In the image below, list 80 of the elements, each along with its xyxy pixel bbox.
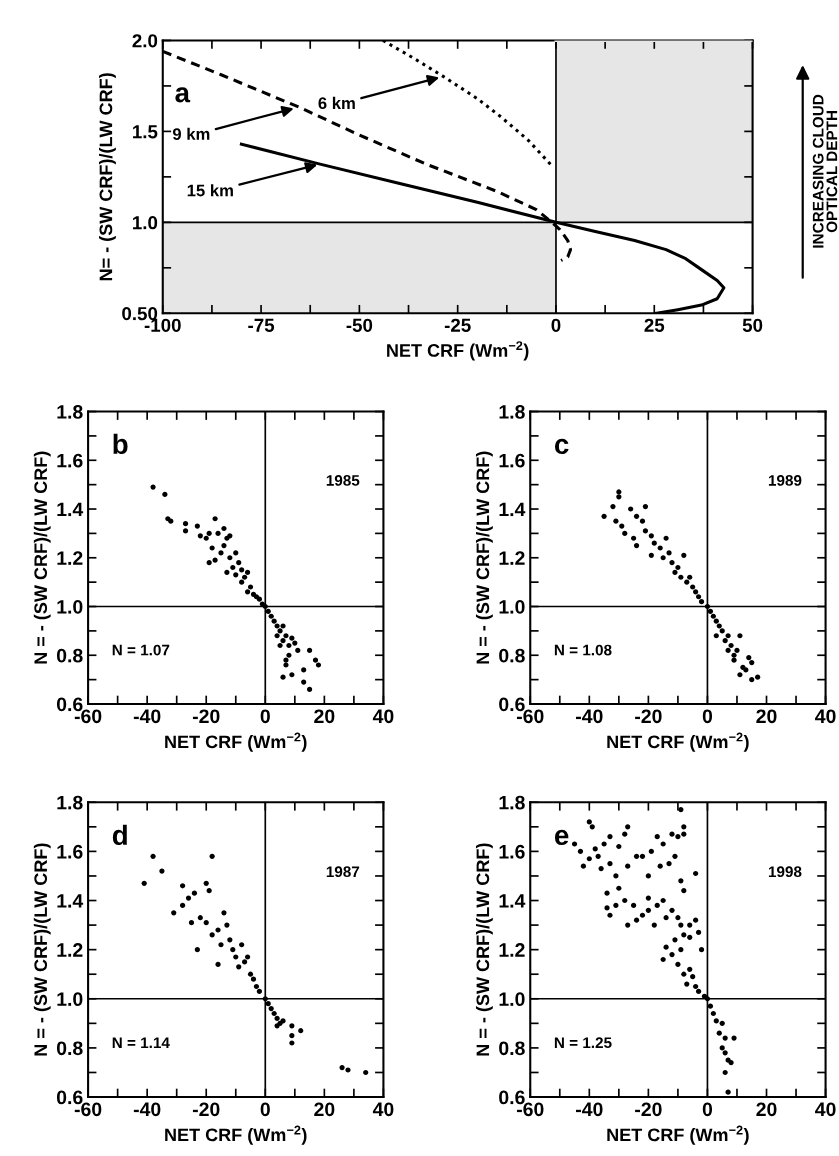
x-tick-label: -25: [444, 318, 471, 332]
x-tick-label: 40: [815, 1102, 836, 1117]
x-tick-label: 0: [260, 709, 270, 724]
annotation: e: [554, 829, 569, 846]
x-tick-label: -20: [635, 709, 662, 724]
y-tick-label: 1.4: [57, 894, 84, 908]
y-tick-label: 1.0: [499, 599, 525, 614]
x-tick-label: 0: [260, 1102, 270, 1117]
y-tick-label: 1.8: [499, 795, 525, 810]
annotation: N = 1.07: [112, 644, 170, 656]
y-tick-label: 2.0: [132, 34, 158, 48]
x-tick-label: 0: [551, 318, 561, 332]
annotation: d: [112, 824, 127, 846]
x-tick-label: -40: [133, 1102, 161, 1117]
annotation: b: [113, 433, 128, 455]
y-tick-label: 1.4: [499, 502, 526, 517]
y-axis-title: N= - (SW CRF)/(LW CRF): [99, 73, 116, 281]
y-tick-label: 1.6: [499, 453, 525, 468]
x-axis-title: NET CRF (Wm$^{−2}$): [165, 732, 307, 752]
y-tick-label: 1.0: [57, 599, 83, 614]
y-tick-label: 1.5: [133, 125, 158, 139]
y-axis-title: N = - (SW CRF)/(LW CRF): [33, 451, 51, 664]
x-axis-title: NET CRF (Wm$^{−2}$): [607, 732, 749, 752]
x-tick-label: 40: [815, 709, 836, 724]
x-axis-title: NET CRF (Wm$^{−2}$): [165, 1125, 307, 1145]
y-tick-label: 0.8: [56, 648, 83, 663]
y-tick-label: 1.6: [57, 453, 83, 468]
x-tick-label: -40: [133, 709, 161, 724]
annotation: 9 km: [172, 127, 210, 141]
x-tick-label: 20: [756, 709, 777, 724]
x-tick-label: 40: [372, 1102, 394, 1117]
y-tick-label: 1.2: [499, 551, 525, 565]
annotation: 6 km: [318, 96, 355, 110]
x-tick-label: -20: [635, 1102, 662, 1117]
y-tick-label: 1.6: [499, 844, 525, 859]
y-tick-label: 0.8: [499, 1041, 525, 1056]
annotation: 1987: [326, 866, 360, 878]
x-tick-label: 20: [756, 1102, 777, 1117]
x-tick-label: -20: [192, 709, 220, 724]
annotation: N = 1.08: [554, 644, 612, 656]
y-tick-label: 0.8: [499, 648, 525, 663]
y-axis-title: N = - (SW CRF)/(LW CRF): [475, 843, 493, 1056]
y-tick-label: 1.8: [499, 405, 525, 419]
x-tick-label: -40: [576, 1102, 603, 1117]
x-tick-label: 20: [314, 1102, 335, 1117]
y-tick-label: 1.0: [57, 992, 83, 1007]
y-tick-label: 1.2: [57, 943, 83, 957]
y-axis-title: N = - (SW CRF)/(LW CRF): [475, 451, 493, 664]
x-tick-label: -50: [346, 318, 373, 332]
y-tick-label: 1.8: [57, 795, 83, 810]
x-tick-label: -40: [576, 709, 603, 724]
x-tick-label: 25: [644, 318, 665, 332]
y-tick-label: 1.2: [499, 943, 525, 957]
x-tick-label: 0: [702, 709, 713, 724]
y-tick-label: 1.8: [57, 405, 83, 419]
y-tick-label: 1.4: [499, 894, 526, 908]
annotation: a: [175, 87, 191, 103]
x-tick-label: 0: [702, 1102, 713, 1117]
annotation: N = 1.14: [112, 1037, 170, 1048]
y-tick-label: 1.0: [133, 216, 158, 230]
text: INCREASING CLOUD OPTICAL DEPTH: [812, 94, 838, 248]
x-axis-title: NET CRF (Wm$^{−2}$): [607, 1125, 749, 1145]
x-tick-label: -20: [192, 1102, 220, 1117]
annotation: 1998: [768, 866, 802, 878]
y-tick-label: 1.6: [57, 844, 83, 859]
y-tick-label: 0.8: [56, 1041, 83, 1056]
annotation: 1985: [326, 475, 360, 486]
x-tick-label: 40: [372, 709, 394, 724]
y-tick-label: 1.4: [57, 502, 84, 517]
x-tick-label: 20: [314, 709, 335, 724]
annotation: 1989: [768, 475, 802, 486]
x-axis-title: NET CRF (Wm$^{−2}$): [387, 341, 529, 361]
annotation: 15 km: [187, 184, 233, 197]
x-tick-label: 50: [742, 318, 763, 332]
annotation: c: [554, 438, 569, 455]
annotation: N = 1.25: [554, 1037, 612, 1049]
y-tick-label: 1.0: [499, 992, 525, 1007]
x-tick-label: -75: [248, 318, 275, 332]
y-axis-title: N = - (SW CRF)/(LW CRF): [33, 843, 51, 1056]
y-tick-label: 1.2: [57, 551, 83, 565]
